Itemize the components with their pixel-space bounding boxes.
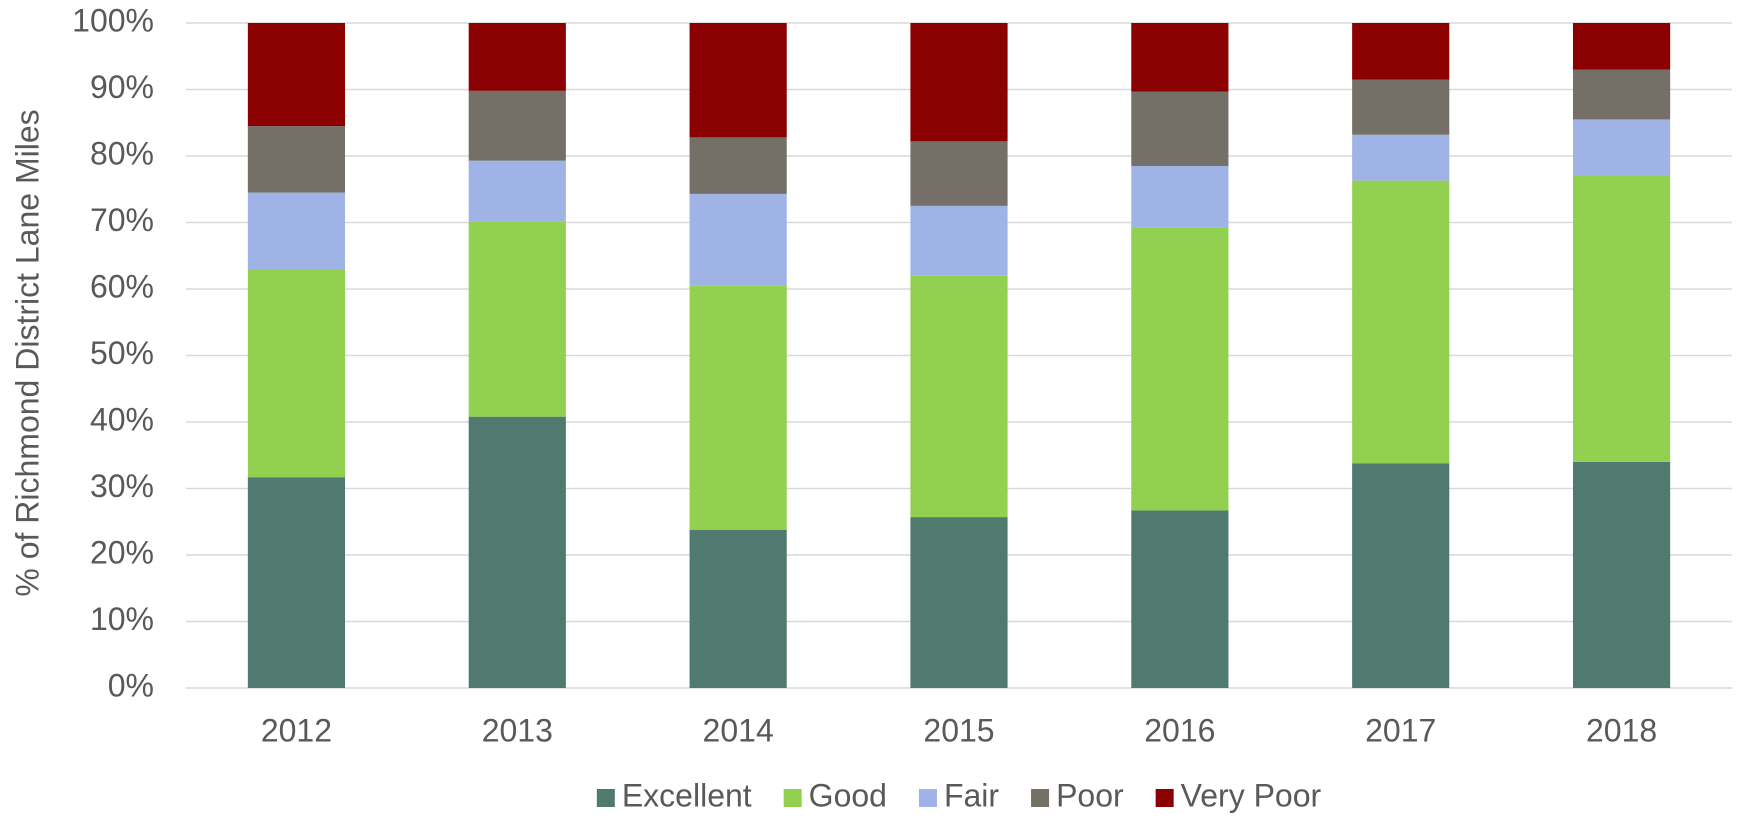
bar-segment <box>468 90 566 161</box>
bar-segment <box>1352 79 1450 135</box>
y-tick-label: 60% <box>90 268 154 304</box>
bar-segment <box>1572 69 1671 120</box>
bar-segment <box>247 126 346 193</box>
bar-segment <box>1572 175 1671 462</box>
y-tick-label: 40% <box>90 401 154 437</box>
legend-label: Good <box>809 777 887 813</box>
x-tick-label: 2015 <box>923 712 994 748</box>
bar-segment <box>247 269 346 478</box>
legend-swatch <box>783 789 802 807</box>
bar-segment <box>910 141 1008 206</box>
legend-label: Fair <box>944 777 999 813</box>
bar-segment <box>689 23 787 138</box>
bar-segment <box>910 517 1008 688</box>
y-axis-title: % of Richmond District Lane Miles <box>9 109 45 596</box>
bar-segment <box>1572 23 1671 70</box>
bar-segment <box>689 285 787 530</box>
bar-segment <box>1572 461 1671 688</box>
x-tick-label: 2016 <box>1144 712 1215 748</box>
x-tick-label: 2018 <box>1586 712 1657 748</box>
bar-segment <box>910 205 1008 276</box>
bar-segment <box>910 275 1008 518</box>
y-tick-label: 10% <box>90 601 154 637</box>
legend: Excellent Good Fair Poor Very Poor <box>596 777 1322 813</box>
bar-segment <box>1131 227 1229 511</box>
bar-segment <box>1131 510 1229 688</box>
bar-segment <box>247 477 346 688</box>
bar-segment <box>247 23 346 127</box>
y-tick-label: 90% <box>90 69 154 105</box>
bar-segment <box>1572 119 1671 176</box>
x-tick-label: 2012 <box>261 712 332 748</box>
bar-segment <box>468 23 566 91</box>
legend-label: Very Poor <box>1181 777 1322 813</box>
bar-segment <box>1352 23 1450 80</box>
bar-segment <box>689 529 787 688</box>
bar-segment <box>1352 134 1450 181</box>
y-tick-label: 100% <box>72 2 154 38</box>
y-tick-label: 50% <box>90 335 154 371</box>
bar-segment <box>689 193 787 286</box>
x-tick-label: 2014 <box>703 712 774 748</box>
y-tick-label: 70% <box>90 202 154 238</box>
legend-label: Poor <box>1056 777 1124 813</box>
x-tick-label: 2013 <box>482 712 553 748</box>
bar-segment <box>910 23 1008 142</box>
bar-segment <box>1352 180 1450 464</box>
bar-segment <box>247 192 346 270</box>
y-tick-label: 80% <box>90 135 154 171</box>
bar-segment <box>468 221 566 417</box>
legend-swatch <box>1155 789 1174 807</box>
legend-swatch <box>918 789 937 807</box>
legend-label: Excellent <box>622 777 752 813</box>
bar-segment <box>1131 23 1229 92</box>
bar-segment <box>1131 91 1229 166</box>
y-tick-label: 0% <box>108 667 154 703</box>
legend-swatch <box>596 789 615 807</box>
bar-segment <box>1131 165 1229 228</box>
bar-segment <box>468 160 566 222</box>
y-tick-label: 30% <box>90 468 154 504</box>
bar-segment <box>689 137 787 194</box>
x-tick-label: 2017 <box>1365 712 1436 748</box>
y-tick-label: 20% <box>90 534 154 570</box>
legend-swatch <box>1031 789 1050 807</box>
bar-segment <box>1352 463 1450 688</box>
bar-segment <box>468 416 566 688</box>
